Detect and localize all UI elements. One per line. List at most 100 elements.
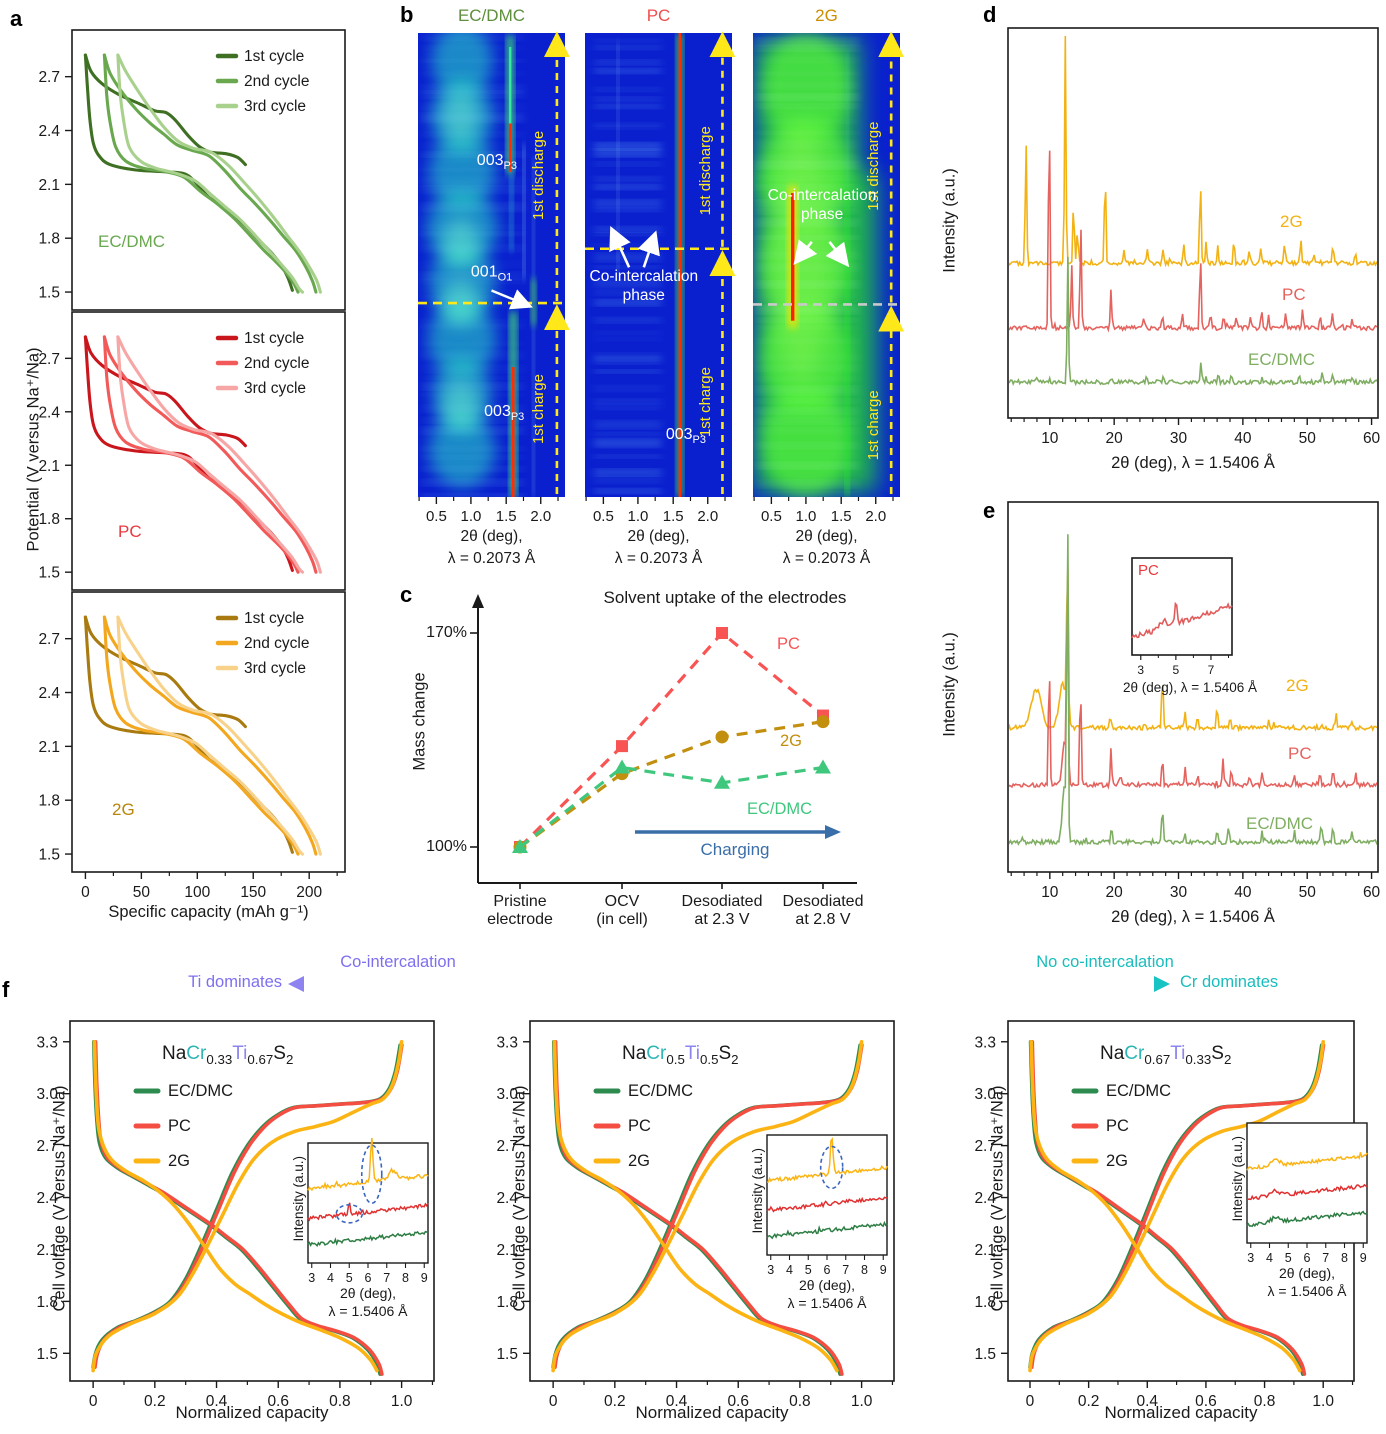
formula-part: S bbox=[273, 1043, 286, 1064]
tick-label: 7 bbox=[1322, 1251, 1329, 1265]
tick-label: 2.1 bbox=[496, 1242, 518, 1259]
cycle-curve-PC-3 bbox=[116, 335, 322, 574]
tick-label: 1.5 bbox=[38, 565, 60, 582]
tick-label: 8 bbox=[1341, 1251, 1348, 1265]
tick-label: 2.4 bbox=[974, 1190, 996, 1207]
tick-label: 3.0 bbox=[36, 1086, 58, 1103]
tick-label: 9 bbox=[421, 1271, 428, 1285]
tick-label: 0.8 bbox=[1254, 1393, 1276, 1410]
plot-frame bbox=[71, 29, 346, 311]
heatmap-title-PC: PC bbox=[646, 6, 671, 25]
solvent-label-PC: PC bbox=[118, 522, 142, 541]
xrd-trace bbox=[1009, 150, 1377, 333]
first-charge-label: 1st charge bbox=[697, 367, 714, 437]
tick-label: 2.1 bbox=[974, 1242, 996, 1259]
tick-label: 3.3 bbox=[36, 1034, 58, 1051]
first-discharge-label: 1st discharge bbox=[530, 131, 547, 220]
tick-label: 1.8 bbox=[38, 793, 60, 810]
panel-f-ylabel: Cell voltage (V versus Na⁺/Na) bbox=[50, 1085, 69, 1312]
legend-item-label: PC bbox=[168, 1117, 191, 1135]
trace-label-EC/DMC: EC/DMC bbox=[1248, 350, 1316, 369]
panel-f-letter: f bbox=[2, 977, 10, 1002]
tick-label: 2.7 bbox=[38, 631, 60, 648]
cycle-curve-EC/DMC-3 bbox=[116, 53, 305, 294]
legend-item-label: 1st cycle bbox=[244, 610, 305, 627]
tick-label: 0.5 bbox=[761, 508, 782, 525]
panel-a-xlabel: Specific capacity (mAh g⁻¹) bbox=[108, 903, 309, 921]
cycle-curve-EC/DMC-2 bbox=[102, 53, 318, 294]
inset-xlabel: 2θ (deg), λ = 1.5406 Å bbox=[1123, 680, 1257, 695]
inset-ylabel: Intensity (a.u.) bbox=[750, 1147, 766, 1234]
panel-f-xlabel: Normalized capacity bbox=[175, 1403, 329, 1422]
cycle-curve-2G-3 bbox=[116, 615, 322, 856]
panel-a-letter: a bbox=[10, 6, 23, 31]
tick-label: 2.0 bbox=[530, 508, 551, 525]
co-intercalation-label: phase bbox=[801, 206, 843, 223]
c-ytick-top: 170% bbox=[426, 624, 467, 641]
heatmap-xlabel: 2θ (deg), bbox=[795, 528, 858, 545]
tick-label: 0.5 bbox=[426, 508, 447, 525]
heatmap-title-2G: 2G bbox=[815, 6, 838, 25]
marker-triangle bbox=[714, 774, 730, 789]
tick-label: 0.4 bbox=[666, 1393, 688, 1410]
panel-c-title: Solvent uptake of the electrodes bbox=[603, 588, 847, 607]
ti-dominates-label: Ti dominates bbox=[188, 973, 282, 991]
formula-label: NaCr0.67Ti0.33S2 bbox=[1100, 1043, 1231, 1067]
xrd-trace bbox=[1009, 534, 1377, 847]
co-intercalation-label: Co-intercalation bbox=[590, 268, 699, 285]
plot-frame bbox=[71, 311, 346, 591]
first-discharge-label: 1st discharge bbox=[865, 122, 882, 211]
voltage-curve bbox=[552, 1040, 839, 1373]
panel-b-letter: b bbox=[400, 2, 414, 27]
solvent-label-2G: 2G bbox=[112, 800, 135, 819]
tick-label: 5 bbox=[1173, 663, 1180, 677]
tick-label: 0.6 bbox=[267, 1393, 289, 1410]
marker-square bbox=[716, 627, 728, 640]
cycle-curve-PC-3 bbox=[116, 335, 305, 574]
first-charge-label: 1st charge bbox=[530, 374, 547, 444]
xrd-trace bbox=[1246, 1152, 1368, 1171]
panel-d: d 10 20 30 40 50 60 2G PC EC/DMC 2θ (deg), λ = 1.… bbox=[941, 0, 1386, 478]
c-category-label: Desodiated at 2.3 V bbox=[681, 893, 763, 929]
tick-label: 2.4 bbox=[38, 404, 60, 421]
tick-label: 150 bbox=[240, 884, 266, 901]
tick-label: 2.7 bbox=[38, 69, 60, 86]
cycle-curve-PC-2 bbox=[102, 335, 300, 574]
formula-part: 0.33 bbox=[206, 1051, 233, 1067]
legend-item-label: 1st cycle bbox=[244, 48, 305, 65]
legend-item-label: 3rd cycle bbox=[244, 380, 307, 397]
tick-label: 3.3 bbox=[974, 1034, 996, 1051]
panel-c-plot bbox=[470, 594, 857, 889]
panel-f-ylabel: Cell voltage (V versus Na⁺/Na) bbox=[510, 1085, 529, 1312]
formula-part: 0.67 bbox=[1144, 1051, 1171, 1067]
tick-label: 40 bbox=[1234, 884, 1252, 901]
xrd-trace bbox=[307, 1138, 429, 1192]
panel-f-plots: 0 0.2 0.4 0.6 0.8 1.01.51.82.12.42.73.03.33 4 5… bbox=[36, 976, 1368, 1410]
legend-item-label: 2G bbox=[628, 1152, 651, 1170]
tick-label: 50 bbox=[1299, 884, 1317, 901]
legend-item-label: 2nd cycle bbox=[244, 73, 310, 90]
co-intercalation-label: phase bbox=[623, 287, 665, 304]
formula-part: Na bbox=[162, 1043, 187, 1064]
c-category-label: Desodiated at 2.8 V bbox=[782, 893, 864, 929]
cycle-curve-EC/DMC-3 bbox=[116, 53, 322, 294]
tick-label: 2.1 bbox=[38, 458, 60, 475]
tick-label: 2.0 bbox=[865, 508, 886, 525]
heatmap-xlabel2: λ = 0.2073 Å bbox=[447, 550, 536, 567]
inset-xlabel2: λ = 1.5406 Å bbox=[787, 1295, 867, 1311]
heatmap-PC bbox=[585, 33, 732, 497]
annotation-arrow bbox=[491, 289, 533, 310]
marker-square bbox=[616, 740, 628, 753]
cycle-curve-2G-3 bbox=[116, 615, 305, 856]
legend-item-label: 3rd cycle bbox=[244, 660, 307, 677]
formula-part: 2 bbox=[731, 1051, 739, 1067]
annotation-arrow bbox=[609, 225, 631, 268]
tick-label: 3 bbox=[308, 1271, 315, 1285]
tick-label: 1.8 bbox=[38, 231, 60, 248]
legend-item-label: EC/DMC bbox=[1106, 1082, 1172, 1100]
legend-item-label: 2nd cycle bbox=[244, 635, 310, 652]
tick-label: 0 bbox=[81, 884, 90, 901]
highlight-ellipse bbox=[819, 1145, 844, 1190]
